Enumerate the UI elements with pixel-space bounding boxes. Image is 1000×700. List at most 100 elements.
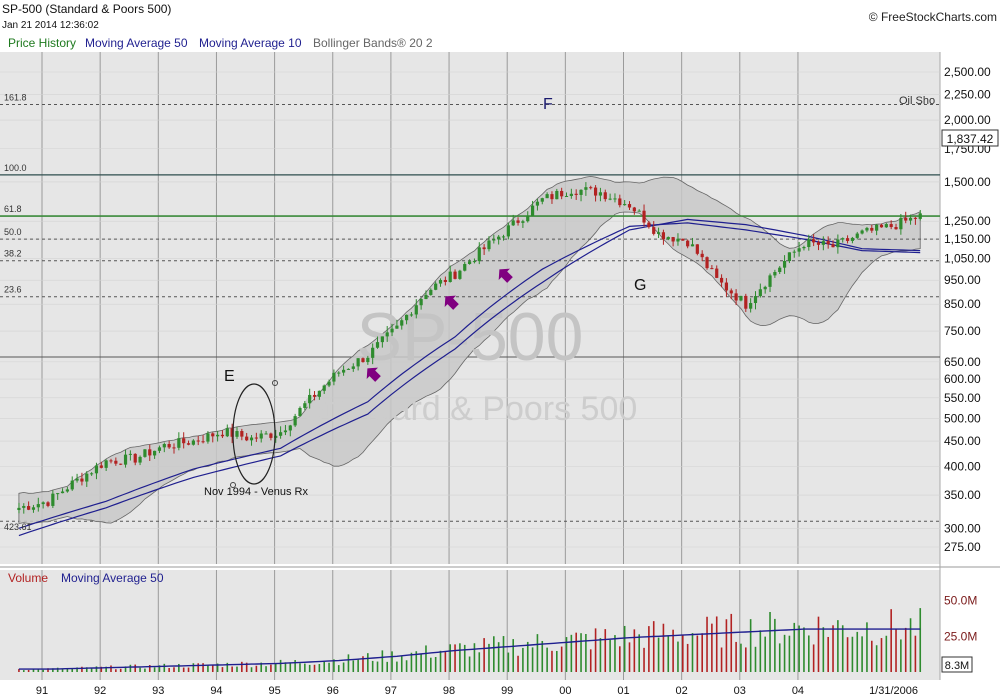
candle-body	[254, 437, 258, 439]
candle-body	[816, 242, 821, 245]
candle-body	[148, 449, 152, 456]
price-axis: 2,500.002,250.002,000.001,750.001,500.00…	[944, 65, 991, 643]
candle-body	[153, 450, 157, 456]
candle-body	[821, 241, 825, 245]
fib-label: 61.8	[4, 204, 22, 214]
candle-body	[710, 268, 714, 270]
candle-body	[104, 460, 108, 468]
candle-body	[768, 275, 772, 287]
candle-body	[196, 440, 200, 442]
candle-body	[487, 240, 491, 250]
candle-body	[128, 453, 132, 455]
candle-body	[65, 489, 69, 492]
volume-ma-legend[interactable]: Moving Average 50	[61, 571, 164, 585]
candle-body	[773, 271, 777, 276]
x-tick-label: 98	[443, 685, 455, 697]
candle-body	[492, 239, 496, 241]
legend-ma50[interactable]: Moving Average 50	[85, 36, 188, 50]
candle-body	[812, 239, 816, 243]
candle-body	[734, 293, 738, 301]
candle-body	[56, 493, 60, 495]
y-tick-label: 1,500.00	[944, 175, 991, 189]
candle-body	[637, 210, 641, 212]
candle-body	[264, 433, 268, 435]
candle-body	[642, 210, 646, 223]
time-axis: 91 92 93 94 95 96 97 98 99 00 01 02 03 04	[36, 685, 804, 697]
candle-body	[918, 213, 922, 219]
ellipse-marker	[230, 482, 236, 488]
volume-tick-label: 25.0M	[944, 629, 977, 643]
candle-body	[162, 444, 166, 448]
candle-body	[845, 238, 850, 241]
fib-label: 38.2	[4, 249, 22, 259]
candle-body	[724, 282, 729, 291]
candle-body	[540, 198, 544, 202]
candle-body	[802, 247, 806, 249]
candle-body	[870, 227, 874, 231]
candle-body	[589, 187, 593, 189]
candle-body	[438, 279, 443, 284]
legend-bollinger[interactable]: Bollinger Bands® 20 2	[313, 36, 433, 50]
x-tick-label: 00	[559, 685, 571, 697]
candle-body	[850, 237, 855, 241]
ma10-line	[18, 222, 921, 529]
candle-body	[186, 443, 191, 445]
candle-body	[647, 222, 651, 228]
candle-body	[94, 465, 99, 474]
candle-body	[797, 248, 801, 252]
candle-body	[177, 438, 181, 448]
candle-body	[894, 227, 898, 230]
candle-body	[249, 437, 254, 441]
candle-body	[686, 240, 690, 247]
candle-body	[458, 270, 462, 279]
y-tick-label: 600.00	[944, 372, 981, 386]
y-tick-label: 275.00	[944, 540, 981, 554]
y-tick-label: 1,050.00	[944, 252, 991, 266]
volume-legend[interactable]: Volume	[8, 571, 48, 585]
candle-body	[623, 204, 627, 206]
candle-body	[143, 449, 147, 457]
legend-ma10[interactable]: Moving Average 10	[199, 36, 302, 50]
y-tick-label: 650.00	[944, 355, 981, 369]
candle-body	[167, 444, 171, 448]
candle-body	[763, 286, 767, 290]
candle-body	[676, 238, 680, 242]
candle-body	[782, 261, 787, 268]
candle-body	[172, 447, 176, 449]
candle-body	[17, 507, 21, 511]
candle-body	[27, 506, 31, 510]
candle-body	[511, 220, 515, 226]
candle-body	[99, 465, 103, 468]
label-g: G	[634, 277, 646, 294]
candle-body	[351, 366, 355, 369]
candle-body	[584, 187, 588, 190]
low-label: 423.61	[4, 522, 32, 532]
label-oil: Oil Sho	[899, 95, 935, 107]
candle-body	[424, 294, 428, 300]
candle-body	[385, 332, 389, 337]
candle-body	[206, 433, 210, 442]
candle-body	[327, 381, 331, 386]
volume-ma50-line	[18, 628, 921, 670]
candle-body	[501, 236, 506, 238]
candle-body	[598, 192, 603, 196]
candle-body	[690, 244, 695, 247]
candle-body	[472, 261, 477, 263]
candle-body	[506, 225, 510, 237]
candle-body	[453, 271, 457, 279]
fib-label: 161.8	[4, 92, 27, 102]
legend-price-history[interactable]: Price History	[8, 36, 76, 50]
candle-body	[608, 198, 612, 200]
candle-body	[899, 217, 903, 230]
chart-datetime: Jan 21 2014 12:36:02	[2, 20, 99, 31]
y-tick-label: 2,500.00	[944, 65, 991, 79]
y-tick-label: 2,250.00	[944, 88, 991, 102]
y-tick-label: 400.00	[944, 459, 981, 473]
candle-body	[860, 230, 864, 234]
candle-body	[443, 279, 447, 282]
candle-body	[182, 438, 186, 444]
chart-title: SP-500 (Standard & Poors 500)	[2, 2, 171, 16]
x-tick-label: 92	[94, 685, 106, 697]
candle-body	[119, 463, 123, 465]
candle-body	[400, 320, 404, 326]
